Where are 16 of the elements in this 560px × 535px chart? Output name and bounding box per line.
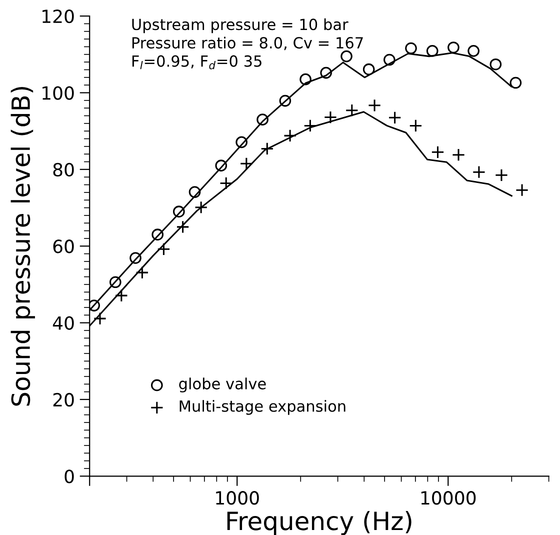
y-tick-label: 60 [53, 240, 74, 254]
legend-label: globe valve [179, 378, 266, 392]
annotation: F$_{l}$=0.95, F$_{d}$=0 35 [132, 55, 262, 70]
y-tick-label: 20 [53, 392, 74, 407]
y-tick-label: 120 [42, 10, 74, 24]
x-tick-label: 10000 [421, 491, 476, 505]
x-tick-label: 1000 [216, 491, 259, 505]
legend-label: Multi-stage expansion [180, 400, 346, 415]
y-axis-title: Sound pressure level (dB) [10, 87, 35, 406]
annotation: Pressure ratio = 8.0, Cv = 167 [132, 36, 363, 50]
y-tick-label: 100 [42, 86, 74, 100]
y-tick-label: 40 [52, 316, 74, 330]
x-axis-title: Frequency (Hz) [227, 511, 412, 535]
y-tick-label: 80 [53, 162, 74, 177]
y-tick-label: 0 [64, 470, 74, 484]
annotation: Upstream pressure = 10 bar [132, 18, 348, 34]
